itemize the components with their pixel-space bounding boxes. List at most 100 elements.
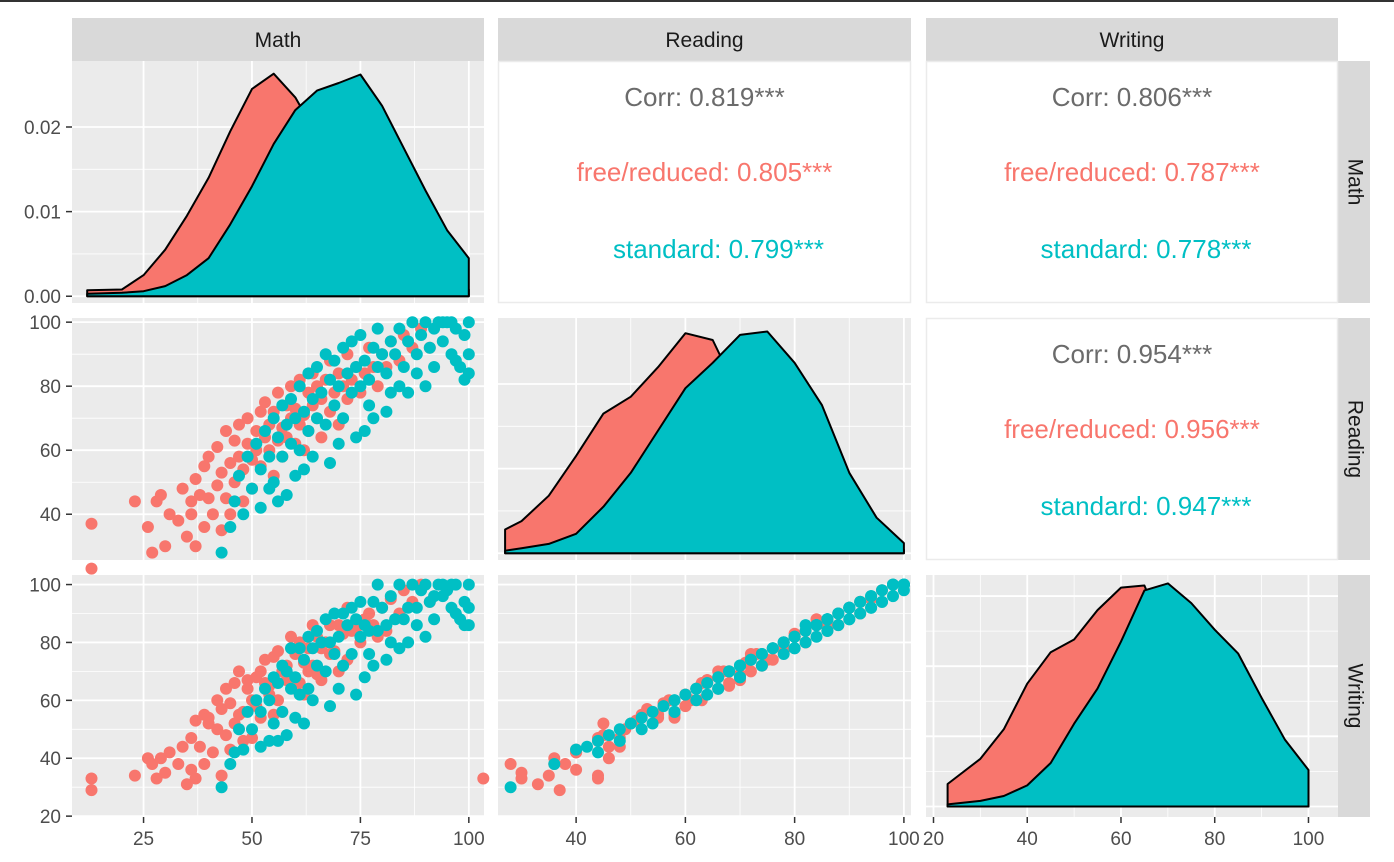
point-standard [668,705,681,718]
point-free-reduced [363,607,376,620]
point-standard [810,619,823,632]
point-standard [657,700,670,713]
point-standard [389,613,402,626]
point-standard [436,335,449,348]
point-standard [799,619,812,632]
point-free-reduced [189,714,202,727]
point-free-reduced [332,367,345,380]
point-free-reduced [233,665,245,678]
point-standard [393,380,406,393]
point-free-reduced [180,778,193,791]
point-free-reduced [250,425,263,437]
point-standard [766,642,779,655]
point-standard [380,619,393,632]
point-standard [354,595,367,608]
point-free-reduced [141,521,154,533]
point-standard [332,630,345,643]
point-standard [602,729,615,742]
point-standard [350,613,363,626]
point-standard [345,386,358,399]
point-standard [410,348,423,361]
point-standard [799,636,812,649]
point-free-reduced [146,758,159,770]
point-standard [613,723,626,736]
point-standard [832,607,845,620]
point-standard [380,653,393,666]
point-free-reduced [198,460,211,473]
point-standard [354,380,367,393]
point-standard [854,607,867,620]
point-free-reduced [85,784,98,797]
point-standard [233,723,245,736]
y-tick-label: 60 [40,691,61,712]
point-standard [367,659,380,672]
point-standard [436,316,449,329]
point-standard [788,642,801,655]
point-free-reduced [254,665,267,678]
y-tick-label: 40 [40,505,61,526]
point-standard [371,578,384,591]
y-tick-label: 100 [29,576,61,597]
point-standard [462,601,475,614]
point-standard [690,682,703,695]
density-standard-math [86,73,470,298]
point-standard [865,590,878,603]
point-standard [276,450,289,463]
point-free-reduced [176,482,189,495]
x-tick-label: 40 [1017,829,1038,850]
point-standard [445,578,458,591]
point-standard [613,734,626,747]
point-standard [319,418,332,431]
point-standard [263,694,276,707]
point-standard [592,746,604,759]
y-tick-label: 60 [40,441,61,462]
point-standard [402,386,415,399]
point-standard [354,329,367,341]
point-standard [246,482,258,495]
point-standard [777,636,790,649]
point-standard [306,642,319,655]
point-free-reduced [597,717,610,730]
point-standard [821,624,834,637]
point-standard [332,682,345,695]
correlation-panel [497,60,912,304]
point-standard [367,412,380,425]
point-standard [389,348,402,361]
x-tick-label: 60 [1110,829,1131,850]
point-free-reduced [198,758,211,770]
point-free-reduced [163,746,176,759]
point-standard [350,361,363,373]
point-standard [462,348,475,361]
point-free-reduced [220,682,232,695]
point-free-reduced [766,653,779,666]
point-standard [397,613,410,626]
point-standard [272,495,284,508]
point-standard [843,613,856,626]
point-standard [436,578,449,591]
point-free-reduced [198,521,211,533]
point-standard [293,380,306,393]
point-standard [854,595,867,608]
row-strip-math [1338,61,1370,303]
point-standard [215,546,228,559]
point-free-reduced [679,700,692,713]
point-standard [328,354,341,367]
point-standard [293,642,306,655]
point-standard [315,386,328,399]
point-standard [462,578,475,591]
point-standard [363,399,376,412]
point-free-reduced [272,386,284,399]
point-standard [263,450,276,463]
point-free-reduced [180,530,193,543]
point-free-reduced [146,546,159,559]
point-standard [280,489,293,501]
point-free-reduced [515,772,528,785]
correlation-overall: Corr: 0.806*** [1052,82,1212,112]
point-standard [358,425,371,437]
point-standard [224,521,237,533]
point-standard [635,723,648,736]
x-tick-label: 100 [1293,829,1325,850]
point-standard [315,636,328,649]
point-free-reduced [559,758,572,770]
x-tick-label: 50 [241,829,262,850]
